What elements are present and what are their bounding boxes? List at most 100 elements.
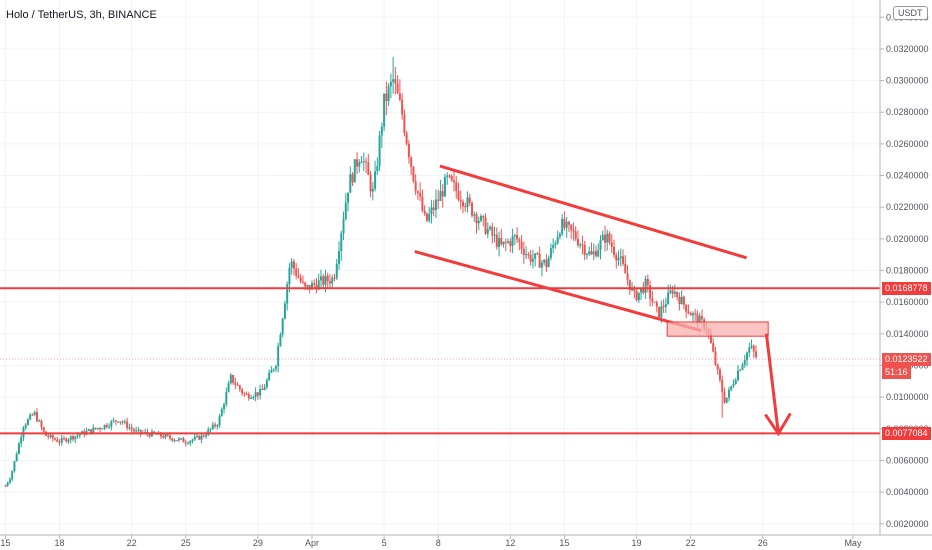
trendline-drawings[interactable] [0, 164, 880, 437]
candle-body [407, 143, 410, 158]
candlestick-series [4, 56, 758, 487]
candle-body [680, 296, 683, 305]
time-axis[interactable]: 15 18 22 25 29 Apr 5 8 12 15 19 22 26 May [0, 534, 932, 548]
candle-body [676, 291, 679, 298]
candle-body [191, 439, 194, 441]
candle-body [112, 420, 115, 422]
candle-body [209, 428, 212, 430]
candle-body [511, 236, 514, 246]
candle-body [17, 443, 20, 454]
candle-body [455, 182, 458, 192]
candle-body [689, 313, 692, 316]
candle-body [667, 292, 670, 305]
candle-body [281, 318, 284, 335]
candle-body [369, 174, 372, 192]
candle-body [227, 383, 230, 393]
price-tick-label: 0.0240000 [886, 171, 929, 181]
candle-body [90, 429, 93, 433]
candle-body [410, 157, 413, 167]
price-tick-label: 0.0180000 [886, 266, 929, 276]
time-tick-label: 12 [505, 538, 515, 548]
candle-body [148, 433, 151, 437]
candle-body [290, 261, 293, 268]
candle-body [365, 161, 368, 163]
time-tick-label: 29 [253, 538, 263, 548]
channel-upper-line [439, 164, 747, 260]
candle-body [371, 188, 374, 192]
candle-body [475, 214, 478, 224]
candle-body [4, 485, 7, 487]
candle-body [635, 290, 638, 301]
candle-body [338, 250, 341, 264]
candle-body [166, 434, 169, 436]
candle-body [412, 166, 415, 182]
time-tick-label: 22 [127, 538, 137, 548]
candle-body [473, 214, 476, 216]
candle-body [590, 251, 593, 255]
channel-lower-line [414, 250, 702, 333]
candle-body [288, 267, 291, 285]
candle-body [49, 435, 52, 437]
candle-body [637, 292, 640, 301]
candle-body [96, 428, 99, 430]
candle-body [229, 375, 232, 384]
candle-body [622, 256, 625, 264]
currency-button[interactable]: USDT [893, 6, 928, 20]
candle-body [403, 114, 406, 134]
candle-body [525, 254, 528, 256]
candle-body [718, 369, 721, 380]
candle-body [162, 436, 165, 438]
candle-body [746, 352, 749, 361]
candle-body [588, 251, 591, 255]
candle-body [725, 397, 728, 403]
candle-body [471, 202, 474, 216]
candle-body [549, 248, 552, 259]
candle-body [265, 380, 268, 388]
candle-body [58, 441, 61, 443]
candle-body [137, 429, 140, 431]
candle-body [184, 442, 187, 444]
candle-body [186, 443, 189, 445]
candle-body [347, 192, 350, 203]
candle-body [651, 298, 654, 302]
candle-body [421, 196, 424, 211]
candle-body [401, 99, 404, 115]
candle-body [374, 171, 377, 189]
candle-body [430, 207, 433, 215]
candle-body [119, 421, 122, 423]
candle-body [202, 435, 205, 437]
price-tick-label: 0.0020000 [886, 519, 929, 529]
candle-body [322, 276, 325, 285]
candle-body [486, 228, 489, 234]
time-tick-label: 22 [686, 538, 696, 548]
price-axis[interactable]: 0.00200000.00400000.00600000.00800000.01… [879, 0, 929, 535]
target-price-tag: 0.0077084 [882, 427, 931, 441]
price-tick-label: 0.0200000 [886, 234, 929, 244]
candle-body [173, 440, 176, 442]
candle-body [378, 135, 381, 166]
candle-body [135, 430, 138, 432]
candle-body [304, 282, 307, 287]
candle-body [198, 435, 201, 440]
candle-body [736, 370, 739, 380]
candle-body [554, 243, 557, 246]
candle-body [574, 231, 577, 240]
candle-body [356, 159, 359, 167]
candle-body [581, 244, 584, 246]
candle-body [175, 440, 178, 442]
candle-body [319, 276, 322, 281]
candle-body [752, 345, 755, 352]
price-tick-label: 0.0300000 [886, 76, 929, 86]
candle-body [396, 83, 399, 94]
candle-body [545, 259, 548, 267]
candle-body [171, 438, 174, 441]
candle-body [538, 253, 541, 268]
candle-body [428, 214, 431, 221]
candle-body [712, 343, 715, 352]
candle-body [513, 235, 516, 237]
candle-body [507, 241, 510, 243]
supply-zone [666, 321, 769, 337]
candle-body [108, 426, 111, 428]
candle-body [196, 435, 199, 437]
